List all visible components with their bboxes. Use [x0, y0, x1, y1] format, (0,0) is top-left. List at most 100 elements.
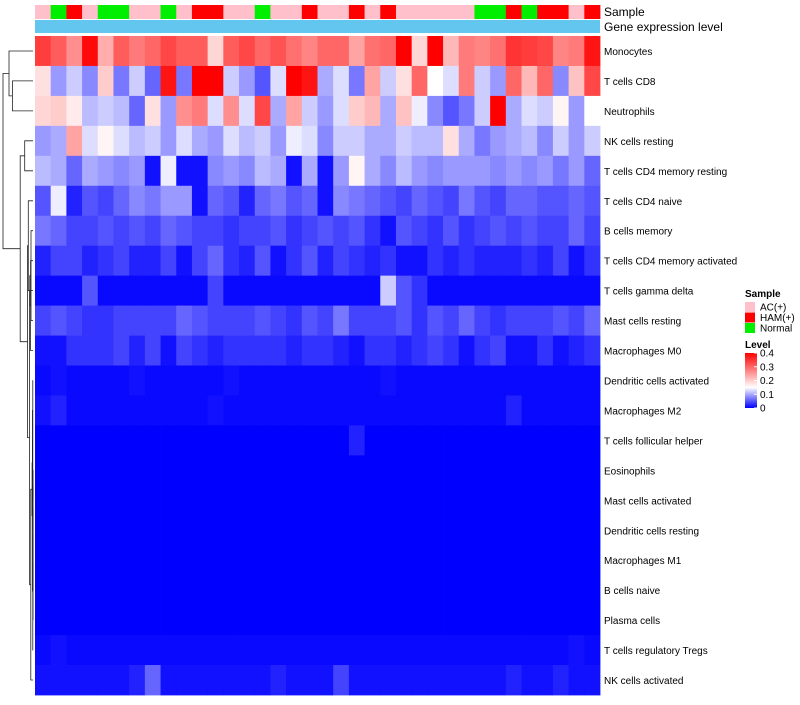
- heatmap-cell: [223, 485, 239, 515]
- sample-cell-24: [396, 5, 412, 19]
- heatmap-cell: [255, 366, 271, 396]
- heatmap-cell: [380, 425, 396, 455]
- heatmap-cell: [270, 395, 286, 425]
- heatmap-cell: [459, 515, 475, 545]
- heatmap-cell: [553, 395, 569, 425]
- heatmap-cell: [302, 246, 318, 276]
- heatmap-cell: [365, 605, 381, 635]
- heatmap-cell: [553, 186, 569, 216]
- heatmap-cell: [176, 395, 192, 425]
- heatmap-cell: [82, 455, 98, 485]
- heatmap-cell: [412, 605, 428, 635]
- heatmap-cell: [333, 605, 349, 635]
- heatmap-cell: [270, 366, 286, 396]
- heatmap-cell: [333, 126, 349, 156]
- heatmap-cell: [255, 395, 271, 425]
- heatmap-cell: [490, 366, 506, 396]
- heatmap-cell: [113, 336, 129, 366]
- heatmap-cell: [192, 336, 208, 366]
- legend-label-normal: Normal: [760, 324, 792, 335]
- heatmap-cell: [318, 336, 334, 366]
- heatmap-cell: [270, 605, 286, 635]
- heatmap-cell: [584, 246, 600, 276]
- heatmap-cell: [255, 186, 271, 216]
- heatmap-cell: [443, 485, 459, 515]
- heatmap-cell: [223, 425, 239, 455]
- heatmap-cell: [318, 36, 334, 66]
- heatmap-cell: [380, 605, 396, 635]
- heatmap-cell: [380, 276, 396, 306]
- heatmap-cell: [569, 66, 585, 96]
- heatmap-cell: [98, 276, 114, 306]
- heatmap-cell: [35, 66, 51, 96]
- heatmap-cell: [396, 156, 412, 186]
- heatmap-cell: [584, 485, 600, 515]
- heatmap-cell: [35, 186, 51, 216]
- heatmap-cell: [506, 575, 522, 605]
- heatmap-svg: MonocytesT cells CD8NeutrophilsNK cells …: [0, 0, 800, 700]
- heatmap-cell: [302, 575, 318, 605]
- heatmap-cell: [459, 425, 475, 455]
- legend-tick-label: 0.1: [760, 390, 774, 401]
- heatmap-cell: [412, 455, 428, 485]
- heatmap-cell: [208, 216, 224, 246]
- heatmap-cell: [380, 306, 396, 336]
- gene-expression-annotation-bar: [35, 20, 600, 33]
- heatmap-cell: [412, 216, 428, 246]
- heatmap-cell: [553, 635, 569, 665]
- heatmap-cell: [82, 216, 98, 246]
- heatmap-cell: [286, 186, 302, 216]
- heatmap-cell: [145, 156, 161, 186]
- heatmap-cell: [82, 276, 98, 306]
- heatmap-cell: [412, 425, 428, 455]
- heatmap-cell: [333, 455, 349, 485]
- heatmap-cell: [192, 306, 208, 336]
- heatmap-cell: [223, 455, 239, 485]
- heatmap-cell: [82, 665, 98, 695]
- heatmap-cell: [98, 336, 114, 366]
- heatmap-cell: [286, 276, 302, 306]
- heatmap-cell: [490, 186, 506, 216]
- legend-swatch-ham: [745, 313, 755, 323]
- heatmap-cell: [474, 96, 490, 126]
- heatmap-cell: [223, 36, 239, 66]
- heatmap-cell: [333, 515, 349, 545]
- heatmap-cell: [35, 246, 51, 276]
- heatmap-cell: [522, 455, 538, 485]
- heatmap-cell: [286, 665, 302, 695]
- row-label-14: T cells follicular helper: [604, 436, 703, 447]
- sample-cell-14: [239, 5, 255, 19]
- heatmap-cell: [584, 306, 600, 336]
- heatmap-cell: [490, 575, 506, 605]
- heatmap-cell: [333, 336, 349, 366]
- heatmap-cell: [522, 635, 538, 665]
- heatmap-cell: [506, 336, 522, 366]
- heatmap-cell: [82, 36, 98, 66]
- heatmap-cell: [51, 395, 67, 425]
- heatmap-cell: [192, 425, 208, 455]
- heatmap-cell: [223, 665, 239, 695]
- heatmap-cell: [318, 96, 334, 126]
- heatmap-cell: [318, 485, 334, 515]
- heatmap-figure: MonocytesT cells CD8NeutrophilsNK cells …: [0, 0, 800, 700]
- heatmap-cell: [349, 635, 365, 665]
- heatmap-cell: [318, 665, 334, 695]
- heatmap-cell: [192, 276, 208, 306]
- heatmap-cell: [223, 366, 239, 396]
- heatmap-cell: [208, 605, 224, 635]
- heatmap-cell: [490, 36, 506, 66]
- heatmap-cell: [459, 276, 475, 306]
- heatmap-cell: [223, 545, 239, 575]
- heatmap-cell: [66, 485, 82, 515]
- heatmap-cell: [129, 186, 145, 216]
- heatmap-cell: [569, 635, 585, 665]
- heatmap-cell: [255, 36, 271, 66]
- heatmap-cell: [569, 485, 585, 515]
- heatmap-cell: [82, 306, 98, 336]
- heatmap-cell: [270, 545, 286, 575]
- heatmap-cell: [522, 665, 538, 695]
- sample-cell-8: [145, 5, 161, 19]
- heatmap-cell: [98, 156, 114, 186]
- heatmap-cell: [553, 306, 569, 336]
- heatmap-cell: [192, 605, 208, 635]
